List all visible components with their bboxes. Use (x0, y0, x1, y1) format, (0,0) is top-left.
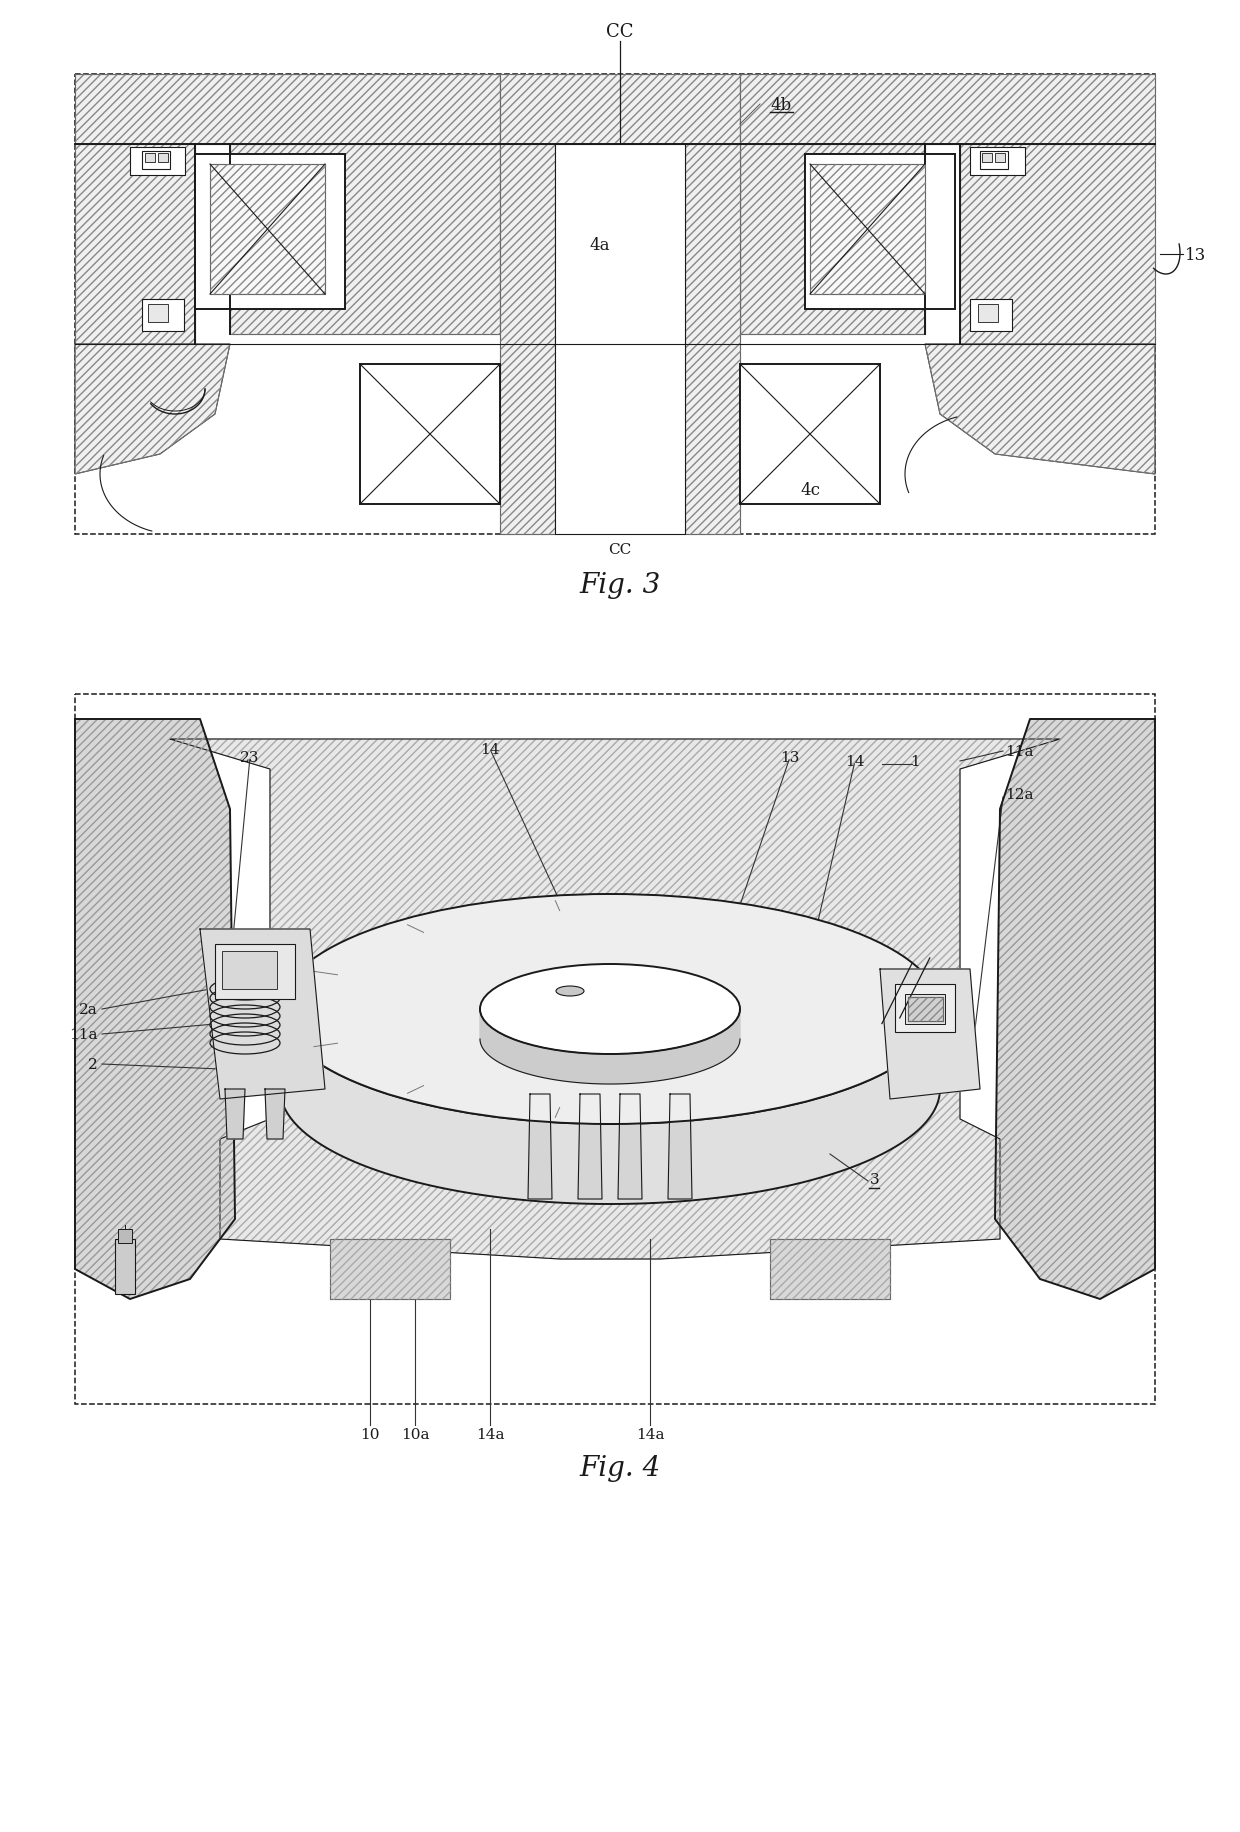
Bar (982, 154, 992, 163)
Polygon shape (810, 165, 925, 295)
Polygon shape (500, 145, 556, 535)
Bar (980, 152, 1008, 170)
Polygon shape (500, 75, 740, 145)
Polygon shape (618, 1094, 642, 1200)
Text: CC: CC (609, 542, 631, 557)
Polygon shape (960, 145, 1154, 344)
Text: 4b: 4b (770, 97, 791, 114)
Polygon shape (994, 720, 1154, 1299)
Polygon shape (908, 997, 942, 1022)
Bar (215, 945, 295, 1000)
Bar (970, 300, 1012, 332)
Text: 4a: 4a (590, 236, 610, 253)
Ellipse shape (280, 894, 940, 1125)
Text: 2a: 2a (79, 1002, 98, 1017)
Bar (330, 1238, 450, 1299)
Text: 14: 14 (480, 742, 500, 757)
Bar (143, 152, 170, 170)
Polygon shape (74, 344, 229, 474)
Polygon shape (200, 929, 325, 1099)
Text: 10a: 10a (401, 1427, 429, 1442)
Text: 11a: 11a (1004, 744, 1033, 758)
Bar (157, 154, 167, 163)
Text: 23: 23 (241, 751, 259, 764)
Polygon shape (74, 145, 195, 344)
Bar (115, 1238, 135, 1293)
Ellipse shape (556, 986, 584, 997)
Text: 13: 13 (1185, 245, 1207, 264)
Polygon shape (740, 145, 925, 335)
Polygon shape (224, 1090, 246, 1140)
Text: Fig. 4: Fig. 4 (579, 1455, 661, 1480)
Bar (222, 951, 277, 989)
Polygon shape (528, 1094, 552, 1200)
Bar (360, 365, 500, 506)
Text: CC: CC (606, 24, 634, 40)
Bar (330, 1238, 450, 1299)
Bar (74, 75, 1154, 535)
Text: 1: 1 (910, 755, 920, 769)
Text: 10: 10 (361, 1427, 379, 1442)
Text: 13: 13 (780, 751, 800, 764)
Text: 2: 2 (88, 1057, 98, 1072)
Bar (905, 995, 945, 1024)
Polygon shape (740, 75, 1154, 145)
Text: 14: 14 (846, 755, 864, 769)
Ellipse shape (480, 964, 740, 1055)
Polygon shape (74, 75, 500, 145)
Polygon shape (480, 1009, 740, 1085)
Text: 4c: 4c (800, 482, 820, 498)
Polygon shape (668, 1094, 692, 1200)
Bar (143, 300, 184, 332)
Polygon shape (229, 145, 500, 335)
Bar (148, 304, 167, 322)
Polygon shape (684, 145, 740, 535)
Bar (145, 154, 155, 163)
Text: 14a: 14a (636, 1427, 665, 1442)
Bar (805, 156, 955, 310)
Text: 12a: 12a (1004, 788, 1033, 802)
Text: Fig. 3: Fig. 3 (579, 572, 661, 599)
Polygon shape (280, 1009, 940, 1204)
Polygon shape (925, 344, 1154, 474)
Bar (556, 145, 684, 535)
Bar (130, 148, 185, 176)
Polygon shape (265, 1090, 285, 1140)
Bar (978, 304, 998, 322)
Polygon shape (170, 740, 1060, 1259)
Polygon shape (210, 165, 325, 295)
Polygon shape (880, 969, 980, 1099)
Text: 11a: 11a (69, 1028, 98, 1041)
Text: 14a: 14a (476, 1427, 505, 1442)
Polygon shape (74, 720, 236, 1299)
Bar (195, 156, 345, 310)
Bar (740, 365, 880, 506)
Text: 3: 3 (870, 1172, 879, 1187)
Polygon shape (578, 1094, 601, 1200)
Bar (74, 694, 1154, 1405)
Bar (770, 1238, 890, 1299)
Bar (970, 148, 1025, 176)
Bar (770, 1238, 890, 1299)
Bar (895, 984, 955, 1033)
Bar (994, 154, 1004, 163)
Bar (118, 1229, 131, 1244)
